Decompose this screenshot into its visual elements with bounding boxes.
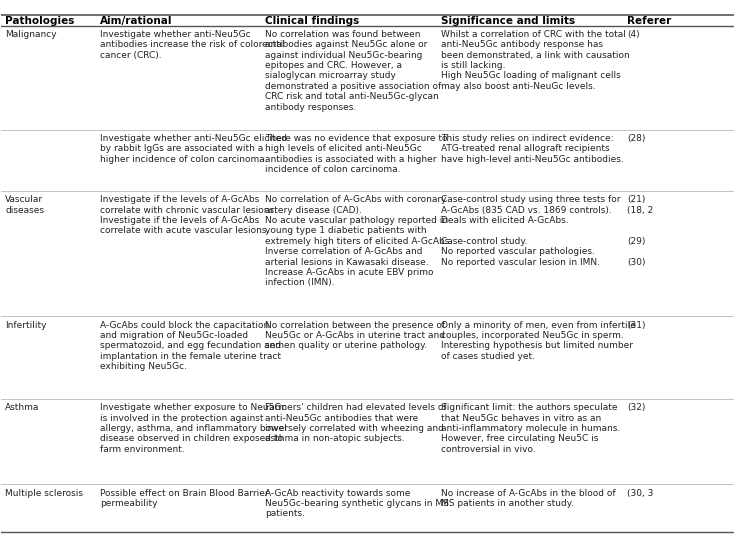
Text: No increase of A-GcAbs in the blood of
MS patients in another study.: No increase of A-GcAbs in the blood of M… xyxy=(441,488,615,508)
Text: Referer: Referer xyxy=(628,16,672,26)
Text: Possible effect on Brain Blood Barrier
permeability: Possible effect on Brain Blood Barrier p… xyxy=(100,488,269,508)
Text: No correlation of A-GcAbs with coronary
artery disease (CAD).
No acute vascular : No correlation of A-GcAbs with coronary … xyxy=(265,195,452,287)
Text: Asthma: Asthma xyxy=(5,403,40,412)
Text: (28): (28) xyxy=(628,134,646,143)
Text: Malignancy: Malignancy xyxy=(5,30,57,39)
Text: Aim/rational: Aim/rational xyxy=(100,16,173,26)
Text: Farmers' children had elevated levels of
anti-Neu5Gc antibodies that were
invers: Farmers' children had elevated levels of… xyxy=(265,403,447,444)
Text: Clinical findings: Clinical findings xyxy=(265,16,359,26)
Text: Pathologies: Pathologies xyxy=(5,16,74,26)
Text: (32): (32) xyxy=(628,403,646,412)
Text: Investigate whether anti-Neu5Gc elicited
by rabbit IgGs are associated with a
hi: Investigate whether anti-Neu5Gc elicited… xyxy=(100,134,287,164)
Text: (30, 3: (30, 3 xyxy=(628,488,654,497)
Text: Multiple sclerosis: Multiple sclerosis xyxy=(5,488,83,497)
Text: (31): (31) xyxy=(628,321,646,329)
Text: Infertility: Infertility xyxy=(5,321,46,329)
Text: Only a minority of men, even from infertile
couples, incorporated Neu5Gc in sper: Only a minority of men, even from infert… xyxy=(441,321,636,361)
Text: (4): (4) xyxy=(628,30,640,39)
Text: Investigate whether anti-Neu5Gc
antibodies increase the risk of colorectal
cance: Investigate whether anti-Neu5Gc antibodi… xyxy=(100,30,284,60)
Text: This study relies on indirect evidence:
ATG-treated renal allograft recipients
h: This study relies on indirect evidence: … xyxy=(441,134,623,164)
Text: A-GcAb reactivity towards some
Neu5Gc-bearing synthetic glycans in MS
patients.: A-GcAb reactivity towards some Neu5Gc-be… xyxy=(265,488,449,519)
Text: A-GcAbs could block the capacitation
and migration of Neu5Gc-loaded
spermatozoid: A-GcAbs could block the capacitation and… xyxy=(100,321,282,371)
Text: (21)
(18, 2


(29)

(30): (21) (18, 2 (29) (30) xyxy=(628,195,653,267)
Text: No correlation was found between
antibodies against Neu5Gc alone or
against indi: No correlation was found between antibod… xyxy=(265,30,441,112)
Text: Case-control study using three tests for
A-GcAbs (835 CAD vs. 1869 controls).
De: Case-control study using three tests for… xyxy=(441,195,620,267)
Text: Investigate if the levels of A-GcAbs
correlate with chronic vascular lesions.
In: Investigate if the levels of A-GcAbs cor… xyxy=(100,195,277,236)
Text: No correlation between the presence of
Neu5Gc or A-GcAbs in uterine tract and
se: No correlation between the presence of N… xyxy=(265,321,445,350)
Text: Significant limit: the authors speculate
that Neu5Gc behaves in vitro as an
anti: Significant limit: the authors speculate… xyxy=(441,403,620,454)
Text: Significance and limits: Significance and limits xyxy=(441,16,575,26)
Text: Whilst a correlation of CRC with the total
anti-Neu5Gc antibody response has
bee: Whilst a correlation of CRC with the tot… xyxy=(441,30,629,91)
Text: Vascular
diseases: Vascular diseases xyxy=(5,195,44,215)
Text: Investigate whether exposure to Neu5Gc
is involved in the protection against
all: Investigate whether exposure to Neu5Gc i… xyxy=(100,403,287,454)
Text: There was no evidence that exposure to
high levels of elicited anti-Neu5Gc
antib: There was no evidence that exposure to h… xyxy=(265,134,448,174)
